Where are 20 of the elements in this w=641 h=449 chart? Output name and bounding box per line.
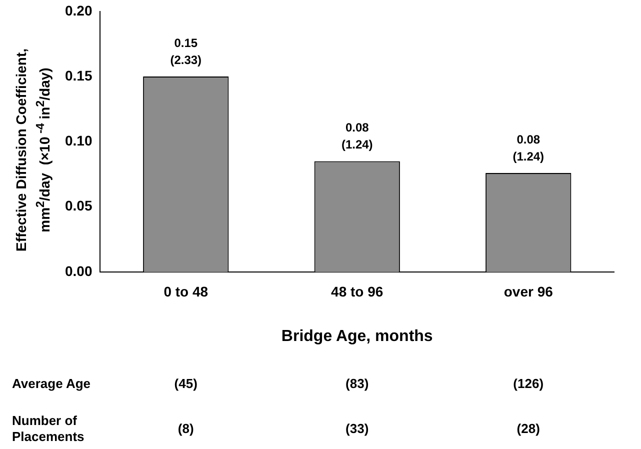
x-axis-title: Bridge Age, months xyxy=(281,328,433,345)
text: (33) xyxy=(344,421,370,436)
y-tick-label: 0.10 xyxy=(65,132,92,149)
data-label: 0.15 (2.33) xyxy=(170,36,202,67)
x-tick-label: 48 to 96 xyxy=(331,283,384,300)
y-tick-label: 0.20 xyxy=(65,2,92,18)
text: (45) xyxy=(173,376,198,391)
y-tick-label: 0.00 xyxy=(65,262,92,279)
text: (28) xyxy=(516,421,541,436)
data-label: 0.08 (1.24) xyxy=(341,120,373,152)
data-label: 0.08 (1.24) xyxy=(512,132,544,164)
text: Average Age xyxy=(12,376,91,392)
text: Number of Placements xyxy=(12,413,84,445)
x-tick-label: 0 to 48 xyxy=(164,283,208,300)
text: (126) xyxy=(512,376,545,391)
y-tick-label: 0.05 xyxy=(65,198,92,214)
text: (8) xyxy=(176,421,195,436)
y-tick-label: 0.15 xyxy=(65,67,92,84)
x-tick-label: over 96 xyxy=(504,283,554,300)
text: (83) xyxy=(344,376,370,391)
